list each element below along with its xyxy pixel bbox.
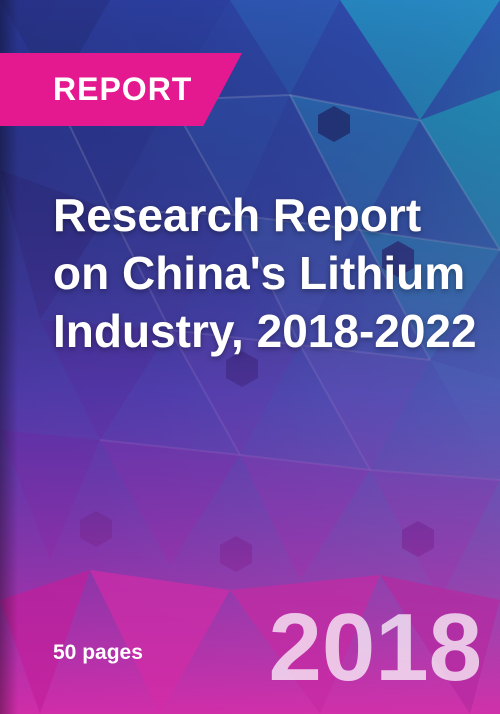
spine-shadow <box>0 0 18 714</box>
report-ribbon <box>0 53 242 126</box>
report-title: Research Report on China's Lithium Indus… <box>53 189 477 357</box>
publication-year: 2018 <box>268 594 482 701</box>
report-label: REPORT <box>53 71 193 107</box>
page-count: 50 pages <box>53 641 143 664</box>
